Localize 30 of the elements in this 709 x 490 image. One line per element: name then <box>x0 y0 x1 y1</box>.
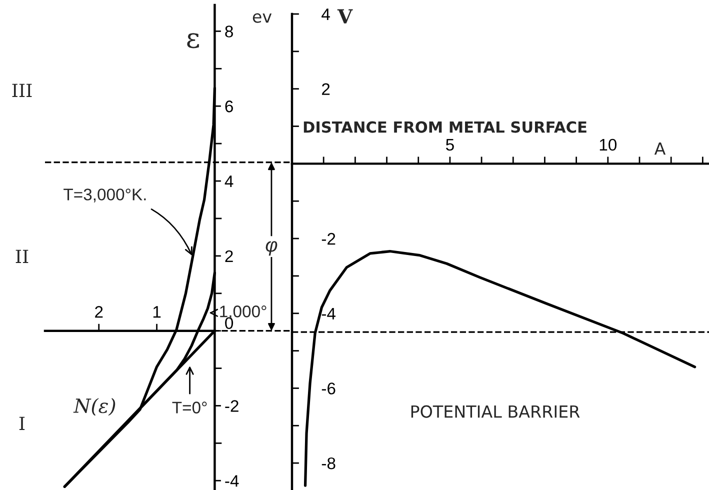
annotation: T=3,000°K. <box>64 188 146 202</box>
y-tick-label: 4 <box>322 8 330 20</box>
annotation: ev <box>252 13 272 23</box>
text: I <box>19 416 25 430</box>
y-tick-label: 6 <box>225 100 233 112</box>
annotation: φ <box>266 241 278 256</box>
y-tick-label: -6 <box>322 382 336 394</box>
y-axis-title: V <box>337 9 353 24</box>
x-tick-label: 10 <box>600 138 617 151</box>
y-tick-label: -4 <box>225 475 239 487</box>
annotation: POTENTIAL BARRIER <box>411 405 580 418</box>
x-tick-label: 1 <box>153 306 161 318</box>
y-tick-label: 8 <box>225 26 233 38</box>
y-tick-label: -2 <box>225 400 238 412</box>
text: III <box>12 84 32 97</box>
annotation: A <box>654 142 666 155</box>
y-tick-label: -4 <box>322 308 336 320</box>
y-axis-title: ε <box>187 33 199 48</box>
x-tick-label: 5 <box>446 139 454 151</box>
y-tick-label: 2 <box>225 250 233 262</box>
y-tick-label: 2 <box>322 83 330 95</box>
annotation: T=0° <box>172 402 207 414</box>
y-tick-label: 4 <box>224 176 234 188</box>
y-tick-label: 0 <box>225 317 234 330</box>
x-axis-title: DISTANCE FROM METAL SURFACE <box>304 121 586 133</box>
y-tick-label: -2 <box>322 232 336 245</box>
y-tick-label: -8 <box>322 457 336 470</box>
annotation: 1,000° <box>220 306 266 320</box>
x-axis-title: N(ε) <box>73 398 116 416</box>
text: II <box>16 250 28 263</box>
